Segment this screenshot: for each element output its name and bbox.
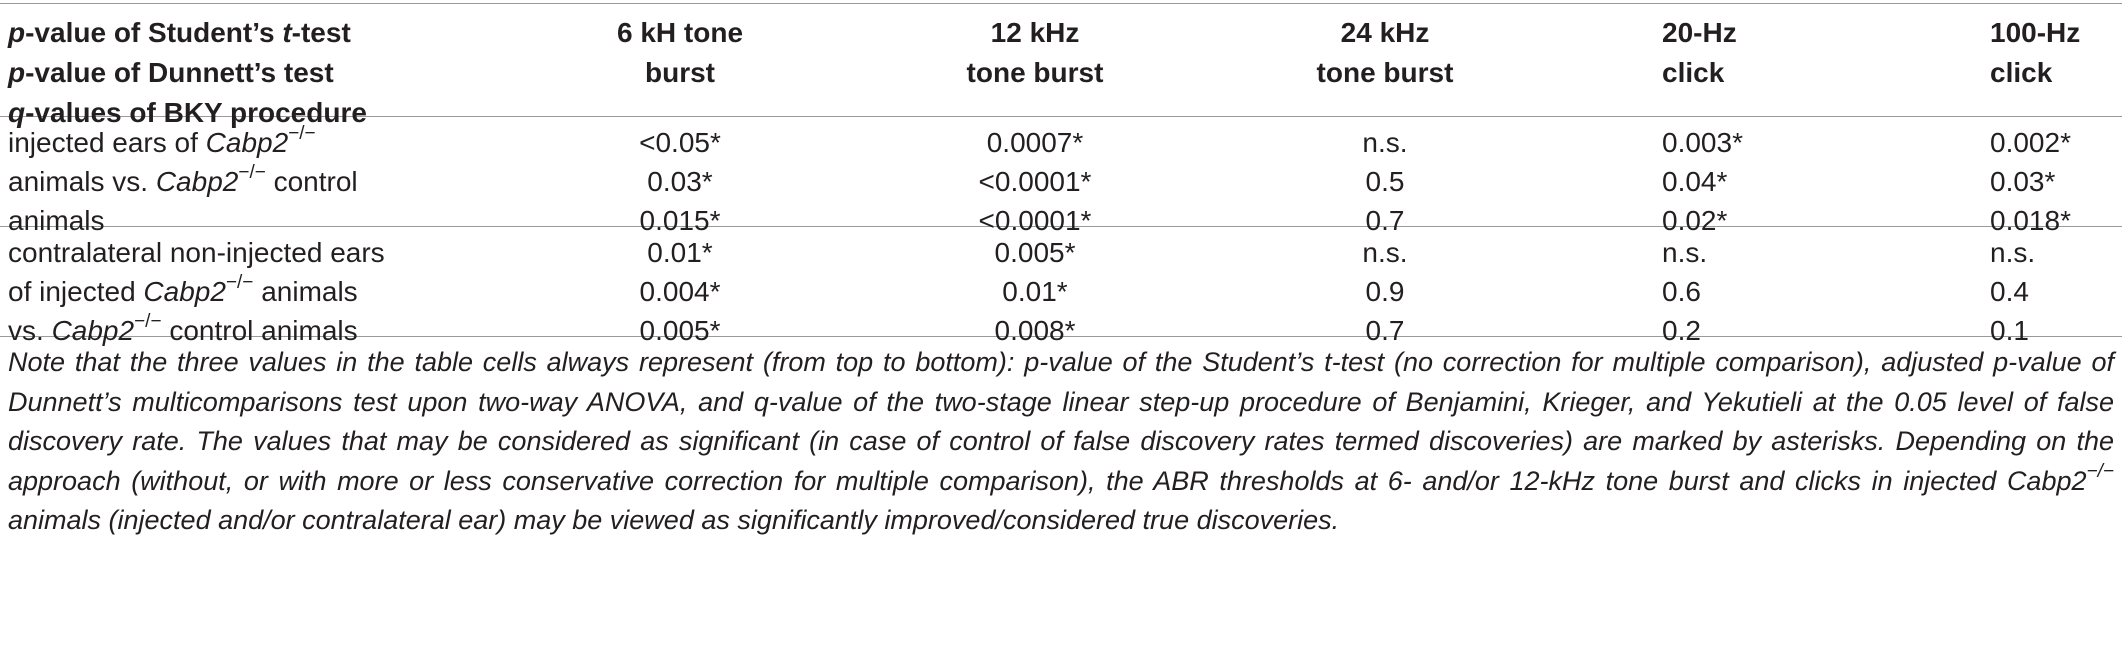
table-cell: 0.01* 0.004* 0.005*: [639, 237, 721, 346]
header-stub-line: p-value of Student’s t-test: [8, 17, 351, 48]
table-cell: 0.003* 0.04* 0.02*: [1662, 127, 1743, 236]
row-label-contralateral: contralateral non-injected ears of injec…: [8, 237, 385, 346]
column-header-20hz-click: 20-Hz click: [1662, 17, 1737, 88]
table-cell: n.s. 0.9 0.7: [1362, 237, 1408, 346]
table-cell: <0.05* 0.03* 0.015*: [639, 127, 721, 236]
header-stub: p-value of Student’s t-test p-value of D…: [8, 13, 367, 133]
column-header-100hz-click: 100-Hz click: [1990, 17, 2081, 88]
column-header-6khz: 6 kH tone burst: [616, 17, 744, 88]
table-top-rule: [0, 3, 2122, 4]
table-cell: 0.005* 0.01* 0.008*: [994, 237, 1076, 346]
table-cell: n.s. 0.5 0.7: [1362, 127, 1408, 236]
table-bottom-rule: [0, 336, 2122, 337]
table-cell: 0.002* 0.03* 0.018*: [1990, 127, 2071, 236]
column-header-12khz: 12 kHz tone burst: [966, 17, 1104, 88]
table-cell: n.s. 0.6 0.2: [1662, 237, 1708, 346]
table-cell: 0.0007* <0.0001* <0.0001*: [978, 127, 1092, 236]
table-cell: n.s. 0.4 0.1: [1990, 237, 2036, 346]
header-bottom-rule: [0, 116, 2122, 117]
table-footnote: Note that the three values in the table …: [8, 347, 2114, 535]
column-header-24khz: 24 kHz tone burst: [1316, 17, 1454, 88]
row-divider-rule: [0, 226, 2122, 227]
header-stub-line: q-values of BKY procedure: [8, 97, 367, 128]
header-stub-line: p-value of Dunnett’s test: [8, 57, 334, 88]
row-label-injected: injected ears of Cabp2−/− animals vs. Ca…: [8, 122, 358, 236]
